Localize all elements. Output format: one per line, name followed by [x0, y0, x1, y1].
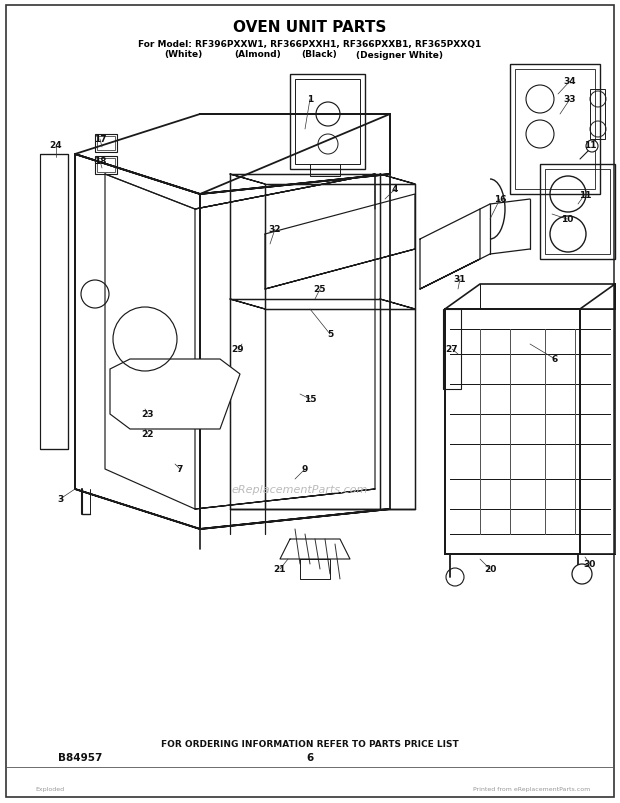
Text: 10: 10 [561, 215, 573, 224]
Bar [95, 135, 117, 153]
Text: 30: 30 [584, 560, 596, 569]
Text: 9: 9 [302, 465, 308, 474]
Text: 33: 33 [564, 96, 576, 104]
Text: (Almond): (Almond) [234, 51, 281, 59]
Text: 25: 25 [314, 285, 326, 294]
Bar [545, 169, 610, 255]
Text: 22: 22 [142, 430, 154, 439]
Text: 7: 7 [177, 465, 183, 474]
Text: 16: 16 [494, 195, 507, 204]
Bar [590, 90, 605, 140]
Text: 5: 5 [327, 330, 333, 339]
Text: 15: 15 [304, 395, 316, 404]
Text: 6: 6 [306, 752, 314, 762]
Text: 11: 11 [584, 141, 596, 149]
Text: 3: 3 [57, 495, 63, 503]
Text: 4: 4 [392, 185, 398, 194]
Circle shape [586, 141, 598, 153]
Text: 23: 23 [142, 410, 154, 419]
Text: 31: 31 [454, 275, 466, 284]
Text: 17: 17 [94, 136, 106, 145]
Text: Exploded: Exploded [35, 786, 64, 792]
Text: For Model: RF396PXXW1, RF366PXXH1, RF366PXXB1, RF365PXXQ1: For Model: RF396PXXW1, RF366PXXH1, RF366… [138, 39, 482, 48]
Bar [290, 75, 365, 169]
Text: B84957: B84957 [58, 752, 102, 762]
Bar [295, 80, 360, 165]
Text: 34: 34 [564, 77, 577, 87]
Text: 1: 1 [307, 96, 313, 104]
Bar [97, 137, 115, 151]
Text: FOR ORDERING INFORMATION REFER TO PARTS PRICE LIST: FOR ORDERING INFORMATION REFER TO PARTS … [161, 740, 459, 748]
Bar [310, 165, 340, 177]
Text: 29: 29 [232, 345, 244, 354]
Text: Printed from eReplacementParts.com: Printed from eReplacementParts.com [472, 786, 590, 792]
Text: (Black): (Black) [301, 51, 337, 59]
Text: (Designer White): (Designer White) [356, 51, 443, 59]
Text: 18: 18 [94, 157, 106, 166]
Bar [515, 70, 595, 190]
Bar [95, 157, 117, 175]
Text: 6: 6 [552, 355, 558, 364]
Text: 27: 27 [446, 345, 458, 354]
Text: 32: 32 [268, 225, 281, 234]
Bar [40, 155, 68, 450]
Bar [97, 159, 115, 173]
Bar [443, 310, 461, 389]
Circle shape [572, 565, 592, 585]
Bar [540, 165, 615, 259]
Bar [510, 65, 600, 195]
Text: 21: 21 [274, 565, 286, 574]
Text: (White): (White) [164, 51, 202, 59]
Text: eReplacementParts.com: eReplacementParts.com [232, 484, 368, 495]
Text: 24: 24 [50, 141, 63, 149]
Text: 11: 11 [578, 190, 591, 199]
Polygon shape [110, 360, 240, 430]
Text: OVEN UNIT PARTS: OVEN UNIT PARTS [233, 20, 387, 35]
Text: 20: 20 [484, 565, 496, 574]
